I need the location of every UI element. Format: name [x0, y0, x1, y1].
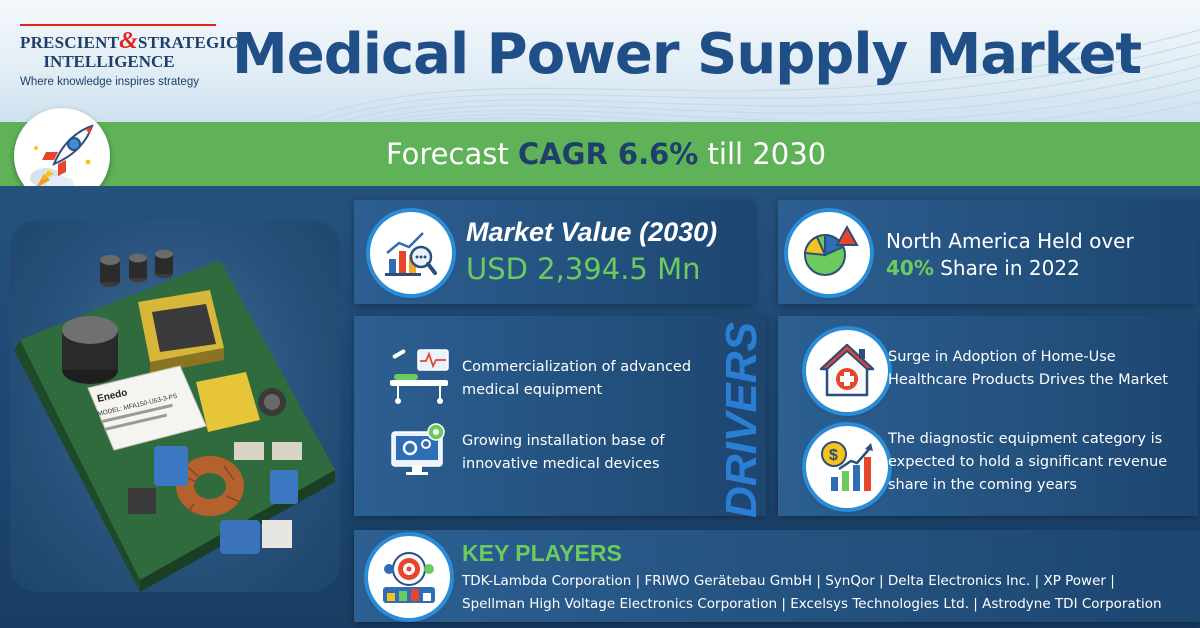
regional-share-line2-wrap: 40% Share in 2022	[886, 255, 1186, 282]
forecast-text: Forecast CAGR 6.6% till 2030	[386, 137, 826, 171]
key-players-heading: KEY PLAYERS	[462, 540, 622, 566]
company-logo: PRESCIENT&STRATEGIC INTELLIGENCE Where k…	[20, 24, 238, 88]
logo-rule	[20, 24, 216, 26]
svg-text:$: $	[829, 447, 838, 464]
header: PRESCIENT&STRATEGIC INTELLIGENCE Where k…	[0, 0, 1200, 122]
market-analysis-icon	[385, 232, 437, 276]
pie-chart-icon	[803, 224, 859, 276]
regional-share-text: North America Held over 40% Share in 202…	[886, 228, 1186, 282]
trend-item-2-text: The diagnostic equipment category is exp…	[888, 431, 1168, 493]
hospital-bed-monitor-icon	[390, 349, 449, 404]
key-players-line1: TDK-Lambda Corporation | FRIWO Gerätebau…	[462, 573, 1115, 589]
logo-ampersand: &	[119, 28, 138, 54]
trend-item-1-text: Surge in Adoption of Home-Use Healthcare…	[888, 349, 1168, 388]
product-image-panel: Enedo MODEL: MFA150-U53-3-PS	[10, 220, 340, 592]
home-healthcare-icon-disc	[806, 330, 888, 412]
market-value-label: Market Value (2030)	[466, 217, 718, 247]
header-swirl-decoration	[299, 29, 1200, 122]
key-players-card	[354, 530, 1200, 622]
logo-name-line1: PRESCIENT&STRATEGIC	[20, 28, 238, 55]
forecast-prefix: Forecast	[386, 137, 509, 171]
page-title: Medical Power Supply Market	[232, 22, 1142, 87]
home-healthcare-icon	[819, 343, 875, 397]
market-analysis-icon-disc	[370, 212, 452, 294]
logo-tagline: Where knowledge inspires strategy	[20, 76, 199, 88]
drivers-heading-text: DRIVERS	[717, 322, 764, 518]
forecast-band	[0, 122, 1200, 186]
logo-word-prescient: PRESCIENT	[20, 33, 120, 52]
pie-chart-icon-disc	[788, 212, 870, 294]
key-players-icon-disc	[368, 536, 450, 618]
logo-word-strategic: STRATEGIC	[137, 33, 239, 52]
computer-gear-icon	[391, 423, 445, 475]
key-players-icon	[383, 552, 435, 603]
key-players-line2: Spellman High Voltage Electronics Corpor…	[462, 596, 1162, 612]
revenue-growth-icon-disc: $	[806, 426, 888, 508]
logo-name-line2: INTELLIGENCE	[43, 52, 175, 71]
market-value-amount: USD 2,394.5 Mn	[466, 252, 701, 286]
power-supply-board-image: Enedo MODEL: MFA150-U53-3-PS	[14, 249, 335, 592]
regional-share-line2: Share in 2022	[940, 256, 1080, 280]
rocket-icon	[30, 124, 94, 192]
forecast-suffix: till 2030	[707, 137, 827, 171]
revenue-growth-icon: $	[821, 441, 873, 491]
driver-item-1-text: Commercialization of advanced medical eq…	[462, 359, 692, 398]
regional-share-line1: North America Held over	[886, 229, 1134, 253]
driver-item-2-text: Growing installation base of innovative …	[462, 433, 665, 472]
regional-share-percent: 40%	[886, 256, 934, 280]
forecast-cagr: CAGR 6.6%	[517, 137, 699, 171]
drivers-heading: DRIVERS	[717, 322, 764, 518]
